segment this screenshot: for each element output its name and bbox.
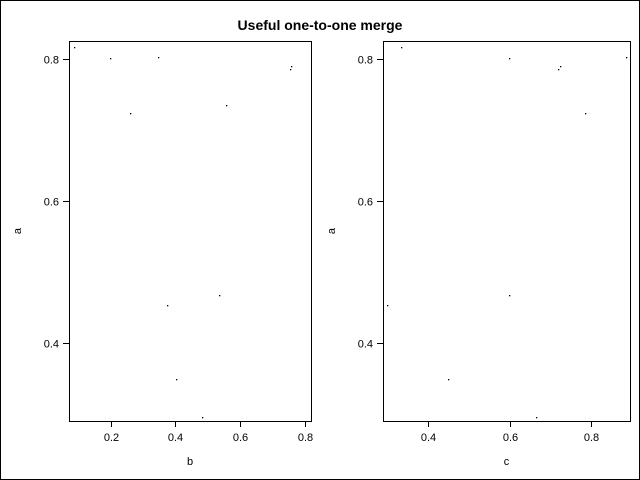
panel-2-data-point-5 xyxy=(558,69,560,71)
panel-2-x-tick-label-3: 0.8 xyxy=(584,432,599,444)
panel-1-x-tick-label-1: 0.2 xyxy=(104,432,119,444)
panel-2-y-tick-label-2: 0.6 xyxy=(358,197,373,209)
panel-1-data-point-9 xyxy=(167,305,169,307)
chart-title: Useful one-to-one merge xyxy=(238,17,403,33)
panel-1-data-point-10 xyxy=(176,379,178,381)
panel-2-data-point-9 xyxy=(448,379,450,381)
panel-1-data-point-2 xyxy=(110,58,112,60)
panel-2-data-point-4 xyxy=(560,66,562,68)
panel-1-frame xyxy=(69,41,312,422)
panel-2-y-tick-label-3: 0.8 xyxy=(358,55,373,67)
panel-1-x-axis-label: b xyxy=(187,456,193,468)
panel-1-y-tick-label-3: 0.8 xyxy=(44,55,59,67)
panel-1-y-tick-label-1: 0.4 xyxy=(44,339,59,351)
panel-2-x-tick-label-2: 0.6 xyxy=(503,432,518,444)
panel-1-data-point-7 xyxy=(226,105,228,107)
panel-2-data-point-6 xyxy=(585,113,587,115)
panel-2-data-point-10 xyxy=(536,417,538,419)
panel-1-data-point-3 xyxy=(158,57,160,59)
panel-1-data-point-1 xyxy=(74,47,76,49)
panel-1-x-tick-label-4: 0.8 xyxy=(298,432,313,444)
panel-1-x-tick-label-3: 0.6 xyxy=(233,432,248,444)
panel-1-data-point-8 xyxy=(219,295,221,297)
panel-2-y-axis-label: a xyxy=(326,227,338,234)
panel-2-x-axis-label: c xyxy=(504,456,510,468)
panel-2-data-point-2 xyxy=(509,58,511,60)
panel-1-data-point-11 xyxy=(202,417,204,419)
panel-2-data-point-3 xyxy=(626,57,628,59)
panel-1-data-point-4 xyxy=(291,66,293,68)
panel-2-y-tick-label-1: 0.4 xyxy=(358,339,373,351)
panel-2-x-tick-label-1: 0.4 xyxy=(421,432,436,444)
panel-2-frame xyxy=(383,41,631,422)
panel-1-data-point-6 xyxy=(130,113,132,115)
panel-1-x-tick-label-2: 0.4 xyxy=(168,432,183,444)
panel-2-data-point-1 xyxy=(401,47,403,49)
panel-1-y-tick-label-2: 0.6 xyxy=(44,197,59,209)
panel-2-data-point-7 xyxy=(509,295,511,297)
panel-2-data-point-8 xyxy=(387,305,389,307)
panel-1-data-point-5 xyxy=(290,69,292,71)
panel-1-y-axis-label: a xyxy=(12,227,24,234)
